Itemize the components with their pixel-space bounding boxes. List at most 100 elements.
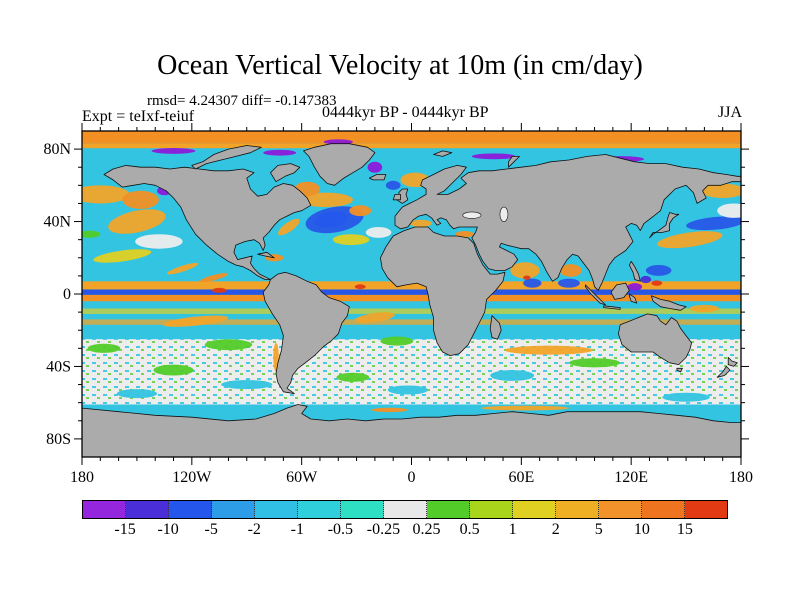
ocean-blob	[278, 218, 300, 236]
colorbar-segment	[556, 501, 599, 518]
land-nz-south	[716, 365, 731, 378]
ocean-band	[82, 308, 741, 314]
land-africa	[379, 226, 506, 357]
land-iceland	[368, 174, 387, 181]
land-cuba	[257, 251, 275, 259]
ocean-blob	[523, 275, 531, 280]
ocean-blob	[387, 385, 428, 395]
colorbar-segment	[341, 501, 384, 518]
land-sumatra	[585, 284, 606, 306]
ocean-band	[82, 294, 741, 302]
ocean-blob	[717, 203, 741, 218]
land-novaya-zemlya	[508, 156, 520, 168]
x-axis-tick-label: 180	[729, 469, 753, 484]
ocean-blob	[490, 370, 535, 381]
ocean-blob	[504, 345, 593, 355]
x-axis-tick-label: 60W	[286, 469, 318, 484]
land-madagascar	[489, 315, 502, 340]
ocean-blob	[199, 273, 228, 283]
map-svg: 180 120W 60W 0 60E 120E 180 80N 40N 0 40S 80S	[43, 123, 753, 486]
ocean-blob	[686, 216, 741, 231]
colorbar-label: -0.25	[366, 521, 401, 538]
ocean-blob	[221, 380, 273, 390]
x-axis-tick-label: 180	[70, 469, 94, 484]
land-japan	[649, 212, 680, 239]
ocean-blob	[657, 231, 723, 249]
ocean-blob	[211, 287, 227, 293]
ocean-blob	[367, 161, 383, 173]
ocean-blob	[116, 389, 158, 399]
ocean-blob	[435, 228, 458, 235]
colorbar-label: -5	[204, 521, 218, 538]
y-axis-tick-label: 40S	[46, 358, 71, 375]
ocean-blob	[87, 343, 121, 353]
land-svalbard	[433, 150, 453, 157]
colorbar-label: 2	[551, 521, 560, 538]
inland-sea	[499, 206, 509, 222]
land-philippines	[628, 260, 641, 282]
ocean-blob	[455, 230, 474, 238]
land-nz-north	[727, 356, 738, 367]
x-axis-tick-label: 120W	[172, 469, 212, 484]
colorbar-label: -15	[114, 521, 136, 538]
ocean-blob	[153, 364, 194, 376]
colorbar-segment	[427, 501, 470, 518]
y-axis-tick-label: 0	[63, 286, 71, 303]
ocean-blob	[151, 148, 196, 154]
ocean-blob	[82, 185, 130, 204]
ocean-blob	[287, 265, 317, 273]
ocean-blob	[662, 392, 710, 402]
world-map: 180 120W 60W 0 60E 120E 180 80N 40N 0 40S 80S	[36, 112, 764, 486]
ocean-blob	[108, 209, 166, 234]
land-south-america	[262, 271, 350, 395]
inland-sea	[462, 211, 482, 219]
ocean-band	[82, 289, 741, 295]
ocean-blob	[122, 190, 159, 209]
ocean-blob	[204, 339, 253, 351]
ocean-band	[82, 143, 741, 149]
x-axis-tick-label: 60E	[508, 469, 534, 484]
land-baffin	[270, 163, 301, 183]
land-ireland	[392, 194, 401, 201]
x-axis-tick-label: 0	[408, 469, 416, 484]
land-borneo	[610, 282, 630, 300]
y-axis-tick-label: 40N	[43, 214, 71, 231]
land-sulawesi	[628, 293, 638, 304]
land-new-guinea	[650, 295, 687, 311]
land-tasmania	[676, 367, 683, 373]
colorbar-segment	[685, 501, 727, 518]
ocean-blob	[166, 262, 199, 275]
ocean-blob	[510, 262, 540, 279]
colorbar-label: -1	[290, 521, 304, 538]
ocean-blob	[349, 205, 372, 217]
land-antarctica	[82, 404, 741, 457]
ocean-blob	[559, 264, 582, 277]
colorbar-segment	[255, 501, 298, 518]
ocean-band	[82, 319, 741, 325]
colorbar-segment	[169, 501, 212, 518]
ocean-blob	[263, 149, 297, 156]
ocean-blob	[689, 304, 720, 313]
colorbar-segment	[470, 501, 513, 518]
colorbar-label: 15	[676, 521, 693, 538]
colorbar	[82, 500, 728, 519]
ocean-blob	[700, 183, 741, 199]
experiment-label: Expt = teIxf-teiuf	[82, 108, 195, 125]
ocean-blob	[135, 234, 183, 249]
ocean-blob	[365, 226, 392, 238]
colorbar-segment	[384, 501, 427, 518]
ocean-blob	[667, 208, 701, 220]
colorbar-label: -0.5	[327, 521, 354, 538]
colorbar-segment	[298, 501, 341, 518]
ocean-blob	[82, 230, 101, 238]
ocean-blob	[336, 372, 370, 382]
ocean-blob	[371, 407, 408, 413]
ocean-blob	[162, 315, 229, 327]
ocean-blob	[568, 358, 621, 368]
ocean-blob	[481, 405, 569, 411]
land-eurasia	[394, 154, 741, 291]
ocean-blob	[471, 153, 516, 160]
colorbar-label: 5	[594, 521, 603, 538]
colorbar-segment	[513, 501, 556, 518]
ocean-blob	[409, 219, 432, 227]
